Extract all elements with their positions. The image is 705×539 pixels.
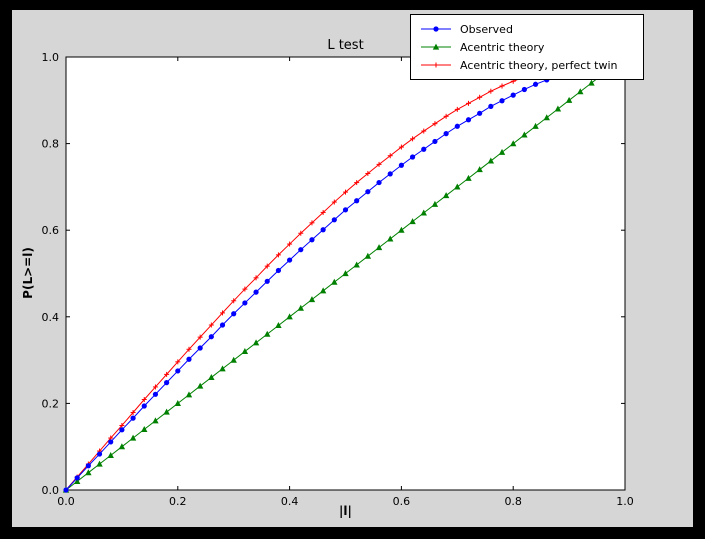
svg-text:0.2: 0.2: [42, 397, 60, 410]
svg-text:0.4: 0.4: [42, 311, 60, 324]
legend-label: Acentric theory, perfect twin: [460, 58, 618, 72]
plot-canvas: 0.0 0.2 0.4 0.6 0.8 1.0 0.0 0.2 0.4 0.6 0.8 1.0: [42, 51, 634, 508]
svg-text:1.0: 1.0: [616, 495, 634, 508]
legend-item-perfect-twin: Acentric theory, perfect twin: [419, 56, 635, 74]
svg-text:0.2: 0.2: [169, 495, 187, 508]
legend-label: Observed: [460, 22, 513, 36]
legend-marker-observed-icon: [419, 23, 453, 35]
svg-text:0.0: 0.0: [42, 484, 60, 497]
legend: Observed Acentric theory Acentric theory…: [410, 14, 644, 80]
svg-text:0.0: 0.0: [57, 495, 75, 508]
svg-text:0.4: 0.4: [281, 495, 299, 508]
legend-marker-perfect-twin-icon: [419, 59, 453, 71]
svg-text:1.0: 1.0: [42, 51, 60, 64]
legend-item-observed: Observed: [419, 20, 635, 38]
y-axis-label: P(L>=l): [21, 247, 35, 299]
svg-text:0.8: 0.8: [42, 138, 60, 151]
legend-label: Acentric theory: [460, 40, 545, 54]
svg-text:0.6: 0.6: [393, 495, 411, 508]
figure-window: 0.0 0.2 0.4 0.6 0.8 1.0 0.0 0.2 0.4 0.6 0.8 1.0 L t…: [12, 10, 693, 527]
x-axis-label: |l|: [339, 504, 352, 518]
legend-item-acentric-theory: Acentric theory: [419, 38, 635, 56]
svg-text:0.8: 0.8: [504, 495, 522, 508]
legend-marker-acentric-theory-icon: [419, 41, 453, 53]
svg-text:0.6: 0.6: [42, 224, 60, 237]
chart-title: L test: [327, 38, 364, 53]
